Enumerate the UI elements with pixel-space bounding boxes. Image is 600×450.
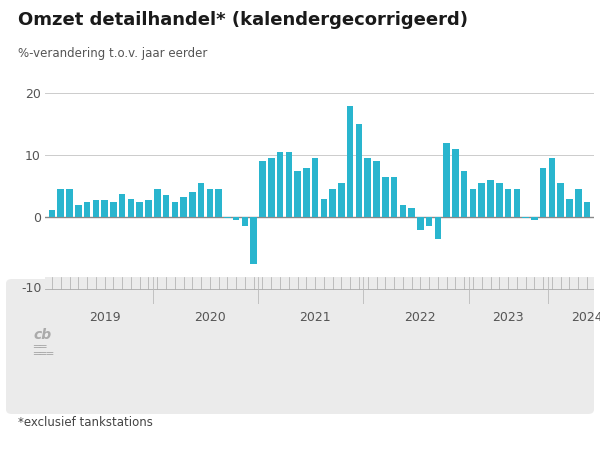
Bar: [548, 158, 555, 217]
Bar: [215, 189, 222, 217]
Bar: [119, 194, 125, 217]
Bar: [531, 217, 538, 220]
Text: 2020: 2020: [194, 311, 226, 324]
Bar: [259, 162, 266, 217]
Text: 2022: 2022: [404, 311, 436, 324]
Bar: [320, 198, 327, 217]
Bar: [101, 200, 108, 217]
Bar: [84, 202, 91, 217]
Bar: [417, 217, 424, 230]
Bar: [250, 217, 257, 264]
Bar: [286, 152, 292, 217]
Bar: [408, 208, 415, 217]
Bar: [347, 106, 353, 217]
Bar: [364, 158, 371, 217]
Bar: [294, 171, 301, 217]
Text: cb: cb: [33, 328, 51, 342]
Bar: [172, 202, 178, 217]
Bar: [470, 189, 476, 217]
Bar: [461, 171, 467, 217]
Text: 2019: 2019: [89, 311, 121, 324]
Bar: [66, 189, 73, 217]
Text: ═══: ═══: [33, 348, 53, 358]
Bar: [443, 143, 450, 217]
Bar: [303, 168, 310, 217]
Bar: [452, 149, 459, 217]
Bar: [277, 152, 283, 217]
Bar: [478, 183, 485, 217]
Bar: [523, 217, 529, 218]
Bar: [557, 183, 564, 217]
Text: *exclusief tankstations: *exclusief tankstations: [18, 416, 153, 429]
Bar: [338, 183, 345, 217]
Bar: [487, 180, 494, 217]
Bar: [391, 177, 397, 217]
Bar: [145, 200, 152, 217]
Bar: [575, 189, 581, 217]
Bar: [49, 210, 55, 217]
Text: Omzet detailhandel* (kalendergecorrigeerd): Omzet detailhandel* (kalendergecorrigeer…: [18, 11, 468, 29]
Bar: [206, 189, 213, 217]
Text: 2024: 2024: [571, 311, 600, 324]
Bar: [312, 158, 319, 217]
Bar: [514, 189, 520, 217]
Bar: [242, 217, 248, 226]
Bar: [496, 183, 503, 217]
Bar: [136, 202, 143, 217]
Bar: [75, 205, 82, 217]
Bar: [329, 189, 336, 217]
Bar: [233, 217, 239, 220]
Bar: [373, 162, 380, 217]
Bar: [198, 183, 205, 217]
Bar: [434, 217, 441, 239]
Bar: [58, 189, 64, 217]
Text: 2023: 2023: [492, 311, 524, 324]
Bar: [566, 198, 573, 217]
Text: ══: ══: [33, 341, 47, 351]
Bar: [180, 197, 187, 217]
Bar: [268, 158, 275, 217]
Bar: [128, 198, 134, 217]
Text: -10: -10: [22, 283, 42, 295]
Bar: [110, 202, 116, 217]
Bar: [584, 202, 590, 217]
Bar: [154, 189, 161, 217]
Bar: [189, 193, 196, 217]
Bar: [92, 200, 99, 217]
Bar: [540, 168, 547, 217]
Bar: [382, 177, 389, 217]
Bar: [224, 217, 231, 218]
Bar: [163, 195, 169, 217]
Bar: [356, 124, 362, 217]
Text: 2021: 2021: [299, 311, 331, 324]
Bar: [505, 189, 511, 217]
Text: %-verandering t.o.v. jaar eerder: %-verandering t.o.v. jaar eerder: [18, 47, 208, 60]
Bar: [400, 205, 406, 217]
Bar: [426, 217, 433, 226]
